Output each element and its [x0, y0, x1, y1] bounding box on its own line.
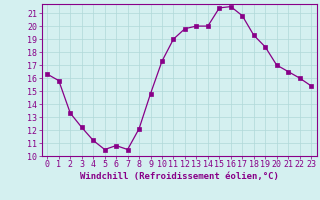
X-axis label: Windchill (Refroidissement éolien,°C): Windchill (Refroidissement éolien,°C)	[80, 172, 279, 181]
